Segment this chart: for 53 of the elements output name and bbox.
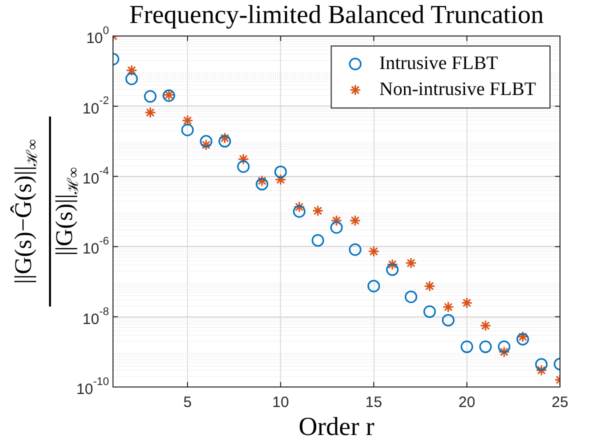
point xyxy=(368,280,380,292)
point xyxy=(219,132,230,144)
point xyxy=(126,64,138,76)
point xyxy=(312,234,324,247)
point xyxy=(516,332,529,346)
legend-label: Intrusive FLBT xyxy=(379,52,498,74)
point xyxy=(274,166,287,178)
point xyxy=(182,114,194,126)
x-tick-label: 20 xyxy=(458,394,476,412)
x-tick-label: 5 xyxy=(183,394,192,412)
point xyxy=(144,90,156,103)
point xyxy=(238,153,250,165)
point xyxy=(460,340,474,354)
x-axis-title: Order r xyxy=(298,412,375,441)
point xyxy=(368,246,380,258)
point xyxy=(386,263,399,276)
x-tick-label: 15 xyxy=(365,394,382,412)
point xyxy=(405,257,417,269)
point xyxy=(330,221,343,234)
point xyxy=(461,297,473,309)
point xyxy=(218,135,231,148)
point xyxy=(423,305,436,318)
point xyxy=(349,214,361,226)
point xyxy=(480,320,492,332)
point xyxy=(404,290,418,304)
point xyxy=(442,301,454,313)
point xyxy=(294,201,305,213)
point xyxy=(498,340,510,354)
point xyxy=(293,205,306,218)
legend-label: Non-intrusive FLBT xyxy=(379,78,536,100)
point xyxy=(442,314,454,326)
point xyxy=(330,214,342,226)
point xyxy=(535,358,548,371)
point xyxy=(256,178,268,190)
point xyxy=(536,364,548,376)
point xyxy=(144,106,156,118)
point xyxy=(181,124,194,136)
point xyxy=(424,280,436,292)
chart-title: Frequency-limited Balanced Truncation xyxy=(129,0,544,29)
point xyxy=(256,175,268,187)
point xyxy=(479,340,492,354)
point xyxy=(200,135,212,148)
x-tick-label: 25 xyxy=(552,394,568,412)
point xyxy=(200,139,212,151)
point xyxy=(517,331,528,343)
point xyxy=(312,205,324,217)
point xyxy=(348,243,362,256)
point xyxy=(237,160,250,173)
x-tick-label: 10 xyxy=(272,394,289,412)
point xyxy=(274,174,286,186)
point xyxy=(498,346,510,358)
point xyxy=(386,258,398,270)
point xyxy=(125,72,138,86)
